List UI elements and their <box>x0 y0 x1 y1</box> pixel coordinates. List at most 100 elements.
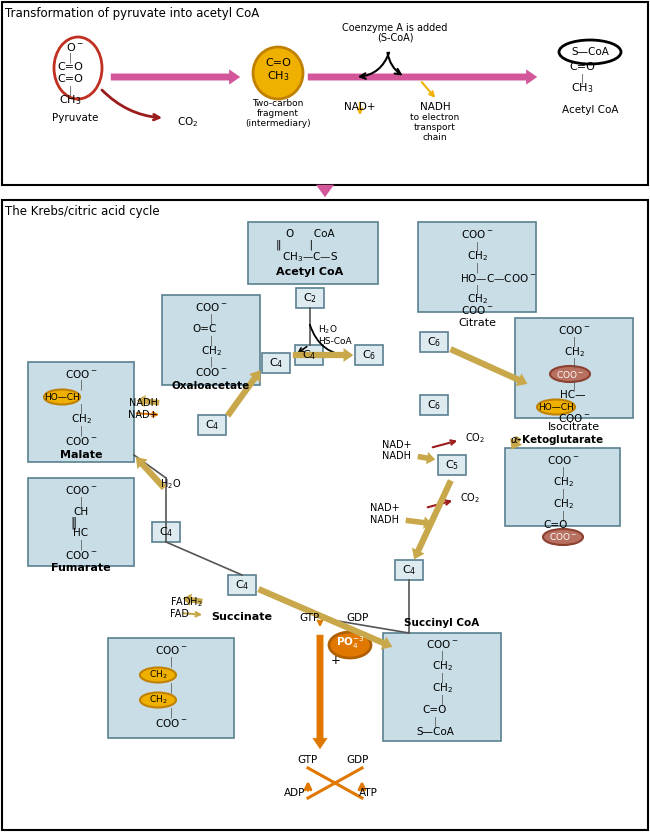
Text: |: | <box>562 511 565 522</box>
Text: C$_2$: C$_2$ <box>303 291 317 305</box>
Text: |: | <box>209 357 213 367</box>
Text: COO$^-$: COO$^-$ <box>155 644 187 656</box>
Text: CH$_2$: CH$_2$ <box>432 659 452 673</box>
Text: PO$_4^{-3}$: PO$_4^{-3}$ <box>335 635 365 651</box>
Text: ADP: ADP <box>284 788 306 798</box>
Bar <box>108 638 234 738</box>
Text: C$_6$: C$_6$ <box>427 398 441 412</box>
Text: GDP: GDP <box>347 755 369 765</box>
Text: |: | <box>573 337 576 347</box>
Text: C$_4$: C$_4$ <box>159 525 173 539</box>
Text: |: | <box>475 285 478 295</box>
Text: CH$_2$: CH$_2$ <box>70 412 92 426</box>
Text: COO$^-$: COO$^-$ <box>461 304 493 316</box>
Text: NAD+: NAD+ <box>344 102 376 112</box>
Text: C$_4$: C$_4$ <box>269 356 283 370</box>
Text: (intermediary): (intermediary) <box>245 120 311 128</box>
Text: |: | <box>441 651 443 661</box>
Text: Isocitrate: Isocitrate <box>548 422 600 432</box>
Text: NADH: NADH <box>370 515 399 525</box>
Text: |: | <box>434 716 437 727</box>
Text: Two-carbon: Two-carbon <box>252 98 304 107</box>
Bar <box>295 345 323 365</box>
Ellipse shape <box>329 632 371 658</box>
Bar <box>28 478 134 566</box>
Text: C=O: C=O <box>57 74 83 84</box>
Text: ATP: ATP <box>359 788 378 798</box>
Text: Acetyl CoA: Acetyl CoA <box>276 267 344 277</box>
Ellipse shape <box>537 399 575 414</box>
Text: CH$_2$: CH$_2$ <box>467 249 488 263</box>
Text: COO$^-$: COO$^-$ <box>461 228 493 240</box>
Text: CH$_2$: CH$_2$ <box>552 497 573 511</box>
Text: H$_2$O: H$_2$O <box>160 477 181 491</box>
Text: NAD+: NAD+ <box>382 440 411 450</box>
Text: C$_6$: C$_6$ <box>427 335 441 349</box>
Bar <box>505 448 620 526</box>
Text: C$_6$: C$_6$ <box>362 348 376 362</box>
Text: CO$_2$: CO$_2$ <box>465 431 485 445</box>
Text: FAD: FAD <box>170 609 189 619</box>
Ellipse shape <box>253 47 303 99</box>
Text: COO$^-$: COO$^-$ <box>65 549 98 561</box>
Text: C=O: C=O <box>569 62 595 72</box>
Bar <box>296 288 324 308</box>
Text: Citrate: Citrate <box>458 318 496 328</box>
Text: COO$^-$: COO$^-$ <box>558 324 590 336</box>
Text: C$_4$: C$_4$ <box>402 563 416 577</box>
Bar <box>2 200 648 830</box>
Text: C$_4$: C$_4$ <box>235 578 249 592</box>
Text: GTP: GTP <box>298 755 318 765</box>
Text: |: | <box>562 488 565 499</box>
Text: O      CoA: O CoA <box>286 229 334 239</box>
Bar <box>28 362 134 462</box>
Text: |: | <box>79 379 83 390</box>
Bar <box>355 345 383 365</box>
Text: fragment: fragment <box>257 110 299 118</box>
Text: C=O: C=O <box>422 705 447 715</box>
Text: CH$_3$: CH$_3$ <box>266 69 289 83</box>
Text: +: + <box>331 653 341 666</box>
Text: COO$^-$: COO$^-$ <box>556 369 584 379</box>
Text: COO$^-$: COO$^-$ <box>155 717 187 729</box>
Text: Coenzyme A is added: Coenzyme A is added <box>343 23 448 33</box>
Text: |: | <box>209 314 213 324</box>
Text: CO$_2$: CO$_2$ <box>177 115 199 129</box>
Text: CH$_2$: CH$_2$ <box>149 694 167 706</box>
Bar <box>228 575 256 595</box>
Text: NAD+: NAD+ <box>370 503 400 513</box>
Text: |: | <box>475 263 478 273</box>
Text: $\alpha$-Ketoglutarate: $\alpha$-Ketoglutarate <box>510 433 604 447</box>
Bar <box>395 560 423 580</box>
Text: The Krebs/citric acid cycle: The Krebs/citric acid cycle <box>5 206 160 219</box>
Text: |: | <box>79 540 83 550</box>
Bar <box>418 222 536 312</box>
Text: C=O: C=O <box>265 58 291 68</box>
Text: COO$^-$: COO$^-$ <box>65 368 98 380</box>
Text: HO—C—COO$^-$: HO—C—COO$^-$ <box>460 272 536 284</box>
Text: |: | <box>170 683 173 693</box>
Text: |: | <box>79 404 83 414</box>
Text: C=O: C=O <box>544 520 568 530</box>
Text: Succinyl CoA: Succinyl CoA <box>404 618 480 628</box>
Text: HO—CH: HO—CH <box>538 403 574 412</box>
Text: NADH: NADH <box>420 102 450 112</box>
Text: NADH: NADH <box>382 451 411 461</box>
Text: C=O: C=O <box>57 62 83 72</box>
Bar <box>420 332 448 352</box>
Text: FADH$_2$: FADH$_2$ <box>170 595 203 609</box>
Text: ‖        |: ‖ | <box>276 240 313 250</box>
Text: COO$^-$: COO$^-$ <box>558 412 590 424</box>
Text: |: | <box>441 673 443 683</box>
Text: CH$_2$: CH$_2$ <box>200 344 222 358</box>
Text: CH$_3$: CH$_3$ <box>58 93 81 106</box>
Text: transport: transport <box>414 122 456 131</box>
Text: CH$_2$: CH$_2$ <box>432 681 452 695</box>
Text: CH$_2$: CH$_2$ <box>149 669 167 681</box>
Text: |: | <box>475 242 478 252</box>
Text: |: | <box>441 695 443 706</box>
Text: CH$_2$: CH$_2$ <box>552 475 573 489</box>
Bar <box>152 522 180 542</box>
Text: |: | <box>170 708 173 718</box>
Text: chain: chain <box>422 132 447 141</box>
